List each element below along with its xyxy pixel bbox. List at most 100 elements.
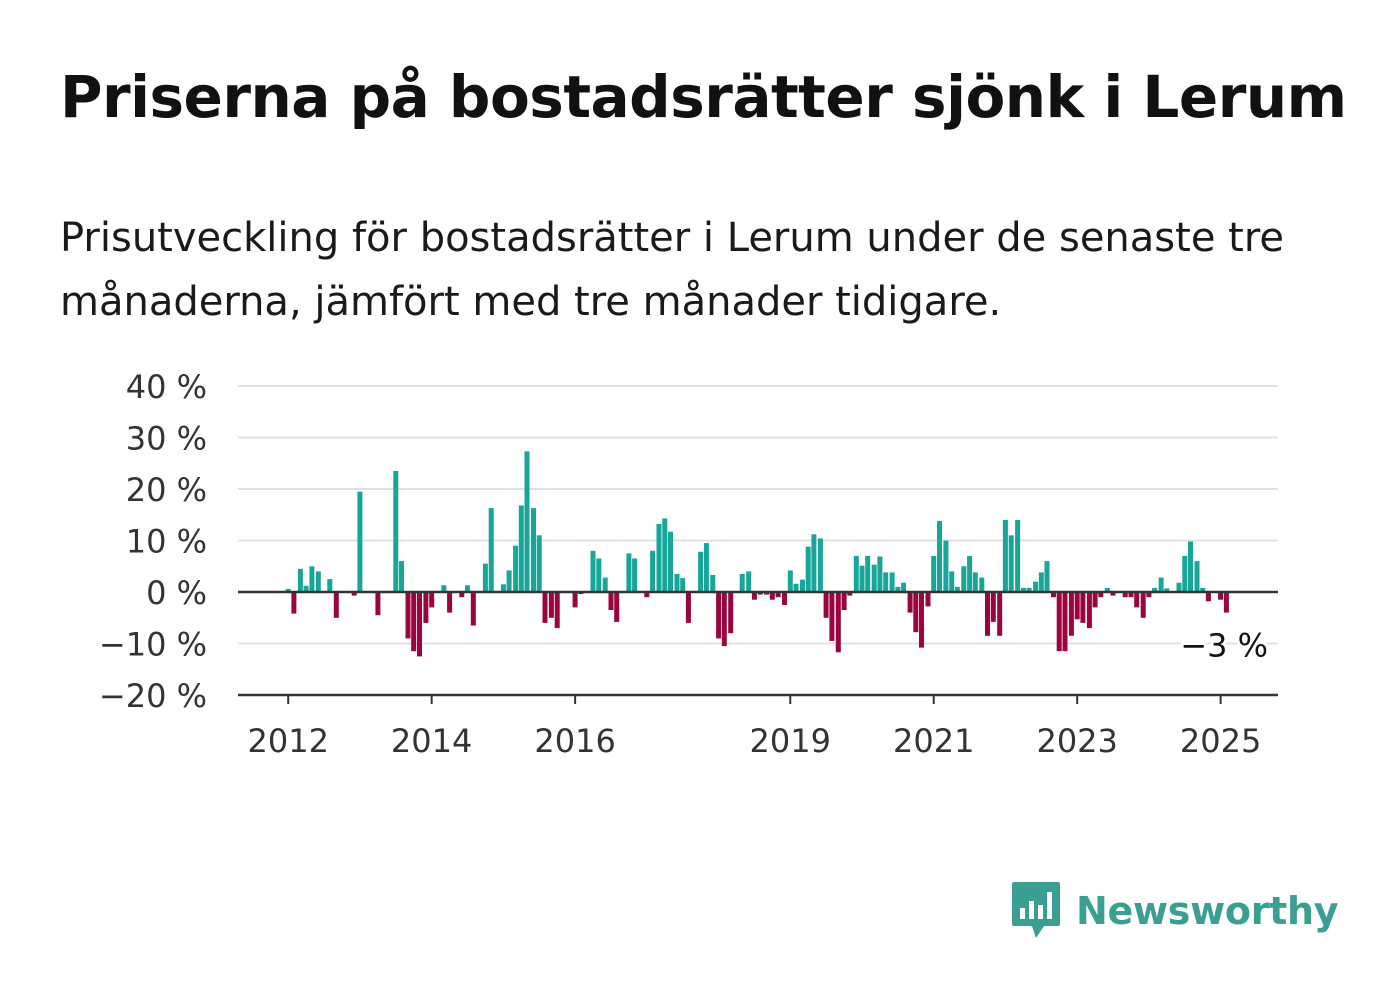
bar	[590, 550, 596, 592]
bar	[1152, 587, 1158, 592]
bar	[859, 565, 865, 592]
bar	[1086, 592, 1092, 629]
bar	[291, 592, 297, 614]
bar	[811, 534, 817, 592]
bar	[393, 471, 399, 592]
bar	[500, 584, 506, 592]
bar	[351, 592, 357, 596]
bar	[782, 592, 787, 605]
bar	[1002, 519, 1008, 592]
bar	[548, 592, 554, 618]
bar	[949, 571, 955, 592]
bar	[979, 577, 985, 592]
bar	[967, 555, 973, 592]
bar	[411, 592, 417, 652]
bar	[531, 508, 536, 592]
bar	[961, 566, 967, 593]
y-tick-label: 10 %	[126, 523, 207, 561]
bar	[1051, 592, 1056, 598]
x-tick-label: 2016	[534, 722, 615, 760]
bar	[895, 586, 901, 592]
bar	[1218, 592, 1224, 600]
bar	[907, 592, 913, 613]
x-tick-label: 2023	[1036, 722, 1117, 760]
chart-title: Priserna på bostadsrätter sjönk i Lerum	[60, 63, 1347, 131]
bar	[674, 574, 680, 592]
x-tick-label: 2021	[893, 722, 974, 760]
bar	[937, 520, 942, 592]
bar	[1164, 588, 1170, 592]
bar	[668, 531, 673, 592]
bar	[656, 524, 662, 592]
y-tick-label: 20 %	[126, 471, 207, 509]
y-tick-label: 30 %	[126, 420, 207, 458]
y-tick-label: 40 %	[126, 368, 207, 406]
bar	[572, 592, 578, 608]
bar	[315, 571, 321, 592]
x-tick-label: 2014	[391, 722, 472, 760]
bar	[399, 561, 404, 592]
bar	[465, 585, 470, 592]
bar	[297, 568, 303, 592]
bar	[835, 592, 841, 653]
bar	[990, 592, 996, 622]
bar	[357, 491, 363, 592]
bar	[1062, 592, 1068, 652]
bar	[1158, 577, 1164, 592]
bar	[405, 592, 411, 639]
bar	[632, 558, 638, 592]
bar	[1200, 587, 1206, 592]
bar	[1026, 587, 1032, 592]
bar	[877, 556, 883, 592]
bar	[746, 571, 752, 592]
bar	[375, 592, 381, 616]
bar	[1092, 592, 1098, 608]
bar	[447, 592, 453, 613]
bar	[913, 592, 919, 633]
bar	[614, 592, 620, 622]
bar	[1044, 561, 1050, 592]
bar	[1122, 592, 1128, 598]
latest-value-label: −3 %	[1180, 627, 1268, 665]
bar	[1033, 581, 1039, 592]
x-tick-label: 2025	[1180, 722, 1261, 760]
bar	[865, 555, 871, 592]
y-tick-label: −20 %	[99, 677, 207, 715]
bar	[800, 579, 805, 592]
y-tick-label: 0 %	[146, 574, 207, 612]
bar	[925, 592, 931, 607]
brand-logo: Newsworthy	[1010, 876, 1339, 946]
bar	[333, 592, 339, 618]
bar	[459, 592, 465, 598]
bar	[1080, 592, 1086, 623]
bar	[513, 545, 519, 592]
bar	[954, 586, 960, 592]
newsworthy-logo-icon	[1012, 882, 1060, 938]
bar	[680, 578, 686, 592]
bar	[1176, 582, 1182, 592]
bar	[1008, 535, 1014, 592]
bar	[602, 577, 608, 592]
bar	[805, 546, 811, 592]
bar	[285, 588, 291, 592]
bars	[285, 451, 1229, 657]
bar	[997, 592, 1003, 636]
bar	[1068, 592, 1074, 636]
bar	[787, 570, 793, 592]
bar	[901, 582, 907, 592]
bar	[429, 592, 435, 608]
bar	[441, 585, 447, 592]
y-tick-label: −10 %	[99, 626, 207, 664]
bar	[1134, 592, 1140, 608]
bar	[417, 592, 422, 657]
bar	[775, 592, 781, 598]
bar	[943, 540, 949, 592]
bar	[728, 592, 734, 634]
bar	[650, 550, 656, 592]
bar	[1146, 592, 1152, 598]
bar	[1074, 592, 1080, 620]
bar	[757, 592, 763, 595]
bar	[698, 551, 704, 592]
bar	[919, 592, 924, 648]
bar	[1205, 592, 1211, 602]
